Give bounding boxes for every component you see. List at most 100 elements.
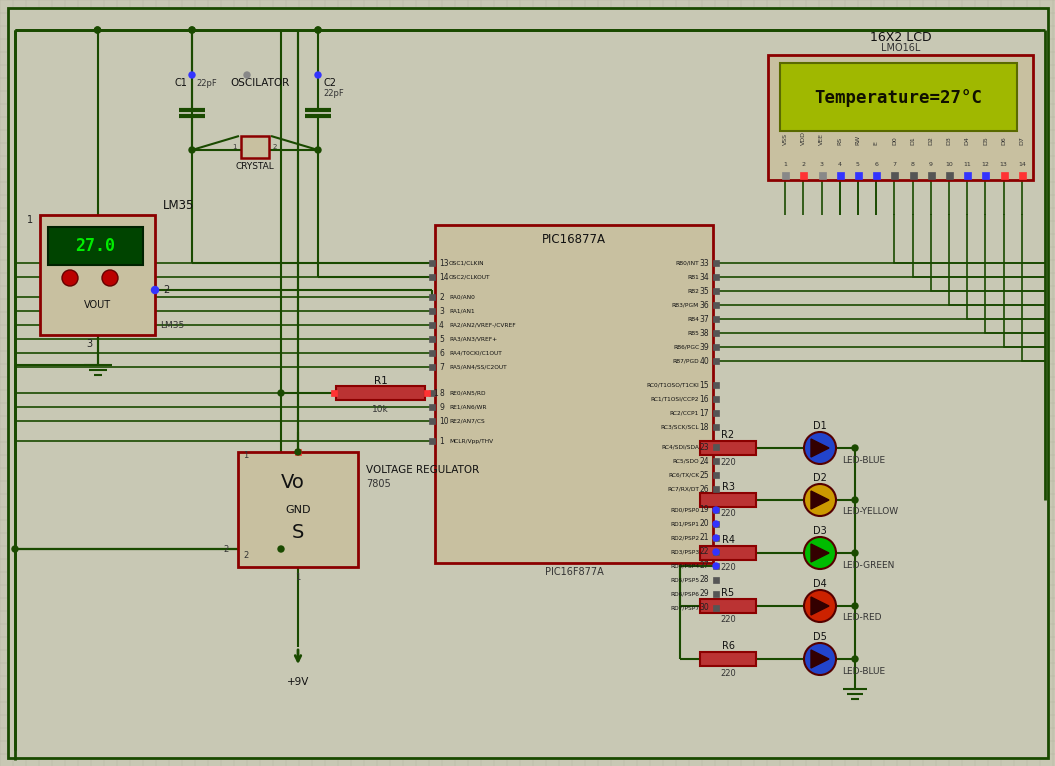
Bar (713, 330, 720, 336)
Text: RC4/SDI/SDA: RC4/SDI/SDA (661, 444, 699, 450)
Text: 1: 1 (243, 450, 248, 460)
Bar (964, 172, 972, 179)
Text: 30: 30 (699, 604, 709, 613)
Text: D1: D1 (813, 421, 827, 431)
Text: 10k: 10k (372, 404, 389, 414)
Text: R5: R5 (722, 588, 734, 598)
Text: RB2: RB2 (687, 289, 699, 293)
Text: E: E (874, 141, 879, 145)
Bar (238, 452, 358, 567)
Text: 22pF: 22pF (196, 78, 216, 87)
Circle shape (713, 549, 720, 555)
Circle shape (189, 72, 195, 78)
Text: 16: 16 (699, 394, 709, 404)
Text: 10: 10 (439, 417, 448, 425)
Circle shape (12, 546, 18, 552)
Circle shape (713, 535, 720, 541)
Text: OSC2/CLKOUT: OSC2/CLKOUT (449, 274, 491, 280)
Bar (429, 418, 435, 424)
Text: PIC16F877A: PIC16F877A (544, 567, 603, 577)
Text: LED-GREEN: LED-GREEN (842, 561, 895, 569)
Text: D5: D5 (983, 136, 987, 145)
Text: 1: 1 (295, 572, 301, 581)
Text: 37: 37 (699, 315, 709, 323)
Text: 8: 8 (910, 162, 915, 166)
Text: 9: 9 (928, 162, 933, 166)
Text: 18: 18 (699, 423, 709, 431)
Text: D2: D2 (928, 136, 934, 145)
Text: LM35: LM35 (160, 320, 185, 329)
Text: D4: D4 (813, 579, 827, 589)
Text: 1: 1 (783, 162, 787, 166)
Bar (713, 344, 720, 350)
Circle shape (804, 484, 836, 516)
Bar (927, 172, 935, 179)
Text: RD2/PSP2: RD2/PSP2 (670, 535, 699, 541)
Circle shape (315, 27, 321, 33)
Text: RC6/TX/CK: RC6/TX/CK (668, 473, 699, 477)
Circle shape (95, 27, 100, 33)
Text: VOLTAGE REGULATOR: VOLTAGE REGULATOR (366, 465, 479, 475)
Text: LED-YELLOW: LED-YELLOW (842, 508, 898, 516)
Bar (909, 172, 917, 179)
Polygon shape (811, 491, 829, 509)
Bar (946, 172, 953, 179)
Circle shape (315, 27, 321, 33)
Text: RB7/PGD: RB7/PGD (672, 358, 699, 364)
Text: 12: 12 (981, 162, 990, 166)
Bar (331, 390, 337, 396)
Bar (713, 472, 720, 478)
Text: 35: 35 (699, 286, 709, 296)
Text: OSC1/CLKIN: OSC1/CLKIN (449, 260, 484, 266)
Circle shape (804, 537, 836, 569)
Text: 17: 17 (699, 408, 709, 417)
Text: 15: 15 (699, 381, 709, 389)
Circle shape (189, 27, 195, 33)
Circle shape (852, 497, 858, 503)
Circle shape (804, 590, 836, 622)
Bar (713, 521, 720, 527)
Text: 4: 4 (439, 320, 444, 329)
Text: RD4/PSP4: RD4/PSP4 (670, 564, 699, 568)
Bar (335, 386, 425, 400)
Circle shape (102, 270, 118, 286)
Text: 13: 13 (439, 258, 448, 267)
Bar (241, 136, 269, 158)
Bar (780, 63, 1017, 131)
Bar (40, 215, 155, 335)
Bar (429, 364, 435, 370)
Bar (713, 605, 720, 611)
Text: 22: 22 (699, 548, 709, 557)
Text: 23: 23 (699, 443, 709, 451)
Text: 4: 4 (838, 162, 842, 166)
Bar (713, 382, 720, 388)
Bar (713, 358, 720, 364)
Text: 33: 33 (699, 258, 709, 267)
Text: 1: 1 (27, 215, 33, 225)
Text: 6: 6 (439, 349, 444, 358)
Bar (837, 172, 844, 179)
Bar (701, 441, 756, 455)
Text: RA1/AN1: RA1/AN1 (449, 309, 475, 313)
Text: VEE: VEE (819, 133, 824, 145)
Text: MCLR/Vpp/THV: MCLR/Vpp/THV (449, 438, 493, 444)
Circle shape (713, 521, 720, 527)
Text: RA2/AN2/VREF-/CVREF: RA2/AN2/VREF-/CVREF (449, 322, 516, 328)
Bar (713, 410, 720, 416)
Text: RE2/AN7/CS: RE2/AN7/CS (449, 418, 484, 424)
Circle shape (315, 72, 321, 78)
Text: 27: 27 (699, 561, 709, 571)
Text: 14: 14 (439, 273, 448, 281)
Bar (1001, 172, 1008, 179)
Text: VDD: VDD (801, 131, 806, 145)
Text: 38: 38 (699, 329, 709, 338)
Bar (429, 390, 435, 396)
Text: RC2/CCP1: RC2/CCP1 (670, 411, 699, 415)
Circle shape (852, 445, 858, 451)
Text: 14: 14 (1018, 162, 1025, 166)
Text: RD1/PSP1: RD1/PSP1 (670, 522, 699, 526)
Text: LED-BLUE: LED-BLUE (842, 456, 885, 464)
Bar (429, 404, 435, 410)
Bar (429, 336, 435, 342)
Text: RB1: RB1 (687, 274, 699, 280)
